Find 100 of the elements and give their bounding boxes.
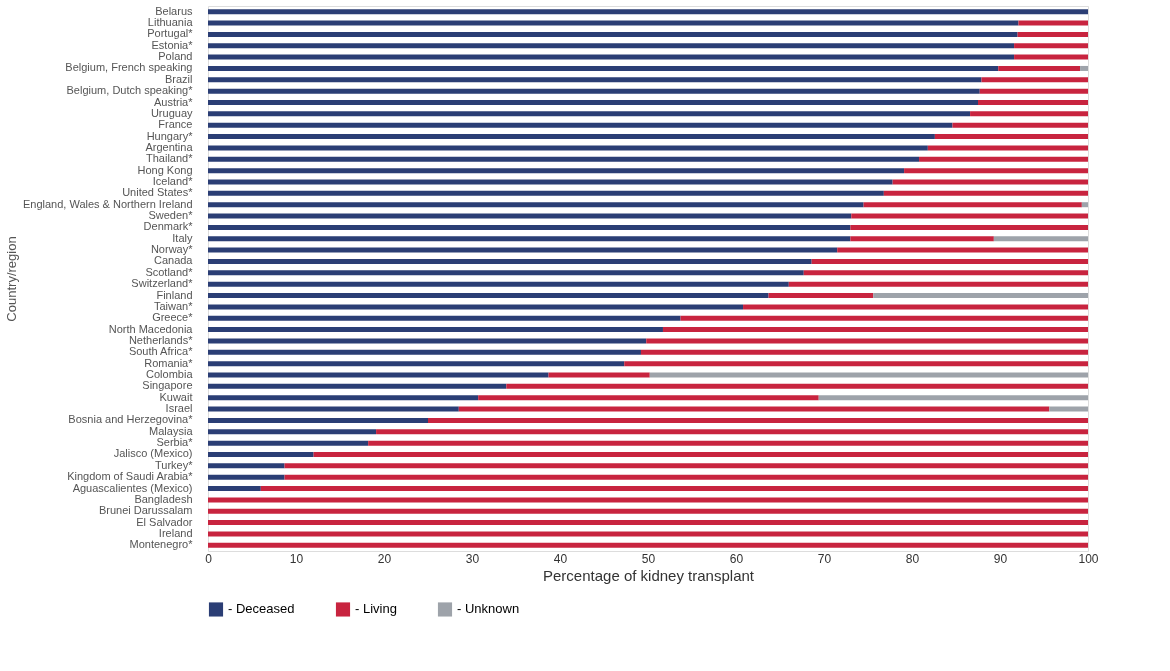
bar [208,190,884,196]
bar [850,236,994,242]
bar [208,65,999,71]
y-tick-label: Belgium, French speaking [65,61,193,74]
y-tick-label: Colombia [146,368,194,381]
y-tick-label: El Salvador [136,515,193,528]
bar [208,372,549,378]
x-tick-label: 100 [1078,551,1099,566]
bar [208,361,625,367]
x-tick-label: 80 [905,551,920,566]
bar [208,508,1088,514]
bar [284,463,1088,469]
bar [208,236,851,242]
bar [1017,31,1088,37]
bar [208,100,978,106]
bar [208,531,1088,537]
y-tick-label: Italy [172,231,193,244]
y-tick-label: Jalisco (Mexico) [113,447,193,460]
y-tick-label: Switzerland* [131,277,194,290]
bar [927,145,1088,151]
bar [208,20,1019,26]
bar [803,270,1088,276]
y-tick-label: Austria* [153,95,194,108]
bar [208,486,261,492]
y-tick-label: United States* [122,186,194,199]
bar [1049,406,1088,412]
bar [208,463,285,469]
y-tick-label: Taiwan* [153,299,194,312]
bar [208,270,804,276]
y-tick-label: Canada [153,254,194,267]
bar [478,395,819,401]
bar [662,327,1088,333]
bar [208,349,641,355]
bar [919,156,1088,162]
bar [1080,65,1088,71]
bar [313,451,1088,457]
bar [208,338,647,344]
bar [548,372,650,378]
bar [208,315,681,321]
bar [883,190,1088,196]
bar [851,213,1088,219]
bar [208,542,1088,548]
x-tick-label: 40 [553,551,568,566]
bar [208,168,905,174]
bar [208,474,285,480]
y-tick-label: Scotland* [145,265,194,278]
bar [208,258,812,264]
y-tick-label: Hong Kong [137,163,193,176]
bar [743,304,1088,310]
x-tick-label: 10 [289,551,304,566]
legend-label: - Living [355,601,397,617]
bar [904,168,1088,174]
bar [811,258,1088,264]
y-tick-label: England, Wales & Northern Ireland [22,197,193,210]
y-tick-label: Malaysia [149,424,194,437]
bar [1081,202,1088,208]
bar [208,451,314,457]
bar [978,100,1088,106]
bar [208,417,428,423]
y-tick-label: Norway* [150,243,194,256]
bar [208,304,744,310]
bar [208,497,1088,503]
bar [1014,54,1088,60]
y-tick-label: Bosnia and Herzegovina* [68,413,194,426]
bar [208,156,920,162]
bar [979,88,1088,94]
y-tick-label: Brunei Darussalam [98,504,193,517]
bar [981,77,1088,83]
bar [640,349,1088,355]
bar [818,395,1088,401]
y-tick-label: Thailand* [146,152,194,165]
y-tick-label: Kuwait [159,390,193,403]
x-tick-label: 30 [465,551,480,566]
bar [208,281,789,287]
legend-label: - Unknown [457,601,520,617]
bar [208,224,851,230]
y-tick-label: Singapore [142,379,193,392]
y-tick-label: Poland [158,50,193,63]
x-tick-label: 0 [205,551,213,566]
x-tick-label: 60 [729,551,744,566]
bar [208,520,1088,526]
bar [376,429,1088,435]
y-tick-label: Netherlands* [128,333,194,346]
bar [428,417,1088,423]
y-tick-label: South Africa* [128,345,194,358]
y-tick-label: France [158,118,193,131]
bar [208,77,982,83]
bar [952,122,1088,128]
bar [208,202,864,208]
x-tick-label: 50 [641,551,656,566]
y-tick-label: Montenegro* [129,538,194,551]
y-tick-label: Greece* [152,311,194,324]
y-tick-label: Romania* [144,356,194,369]
y-tick-label: Israel [165,402,193,415]
y-tick-label: Kingdom of Saudi Arabia* [67,470,194,483]
x-tick-label: 90 [993,551,1008,566]
bar [934,134,1088,140]
bar [208,134,935,140]
y-tick-label: North Macedonia [108,322,194,335]
bar [993,236,1088,242]
